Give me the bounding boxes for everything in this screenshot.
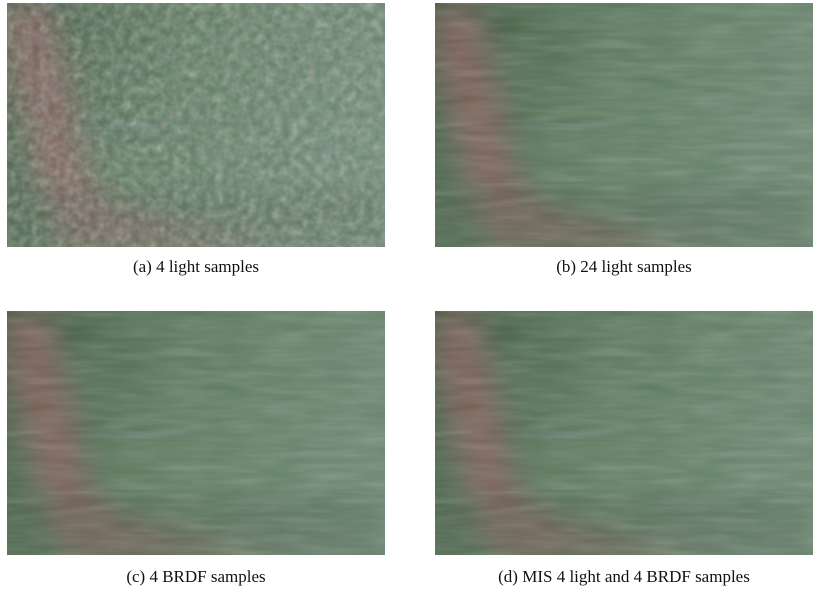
render-image [7, 311, 385, 555]
render-image [7, 3, 385, 247]
caption: (b) 24 light samples [424, 257, 815, 277]
figure-page: (a) 4 light samples (b) 24 light samples… [0, 0, 815, 590]
render-image [435, 3, 813, 247]
caption: (a) 4 light samples [0, 257, 396, 277]
caption: (c) 4 BRDF samples [0, 567, 396, 587]
render-image [435, 311, 813, 555]
caption: (d) MIS 4 light and 4 BRDF samples [424, 567, 815, 587]
